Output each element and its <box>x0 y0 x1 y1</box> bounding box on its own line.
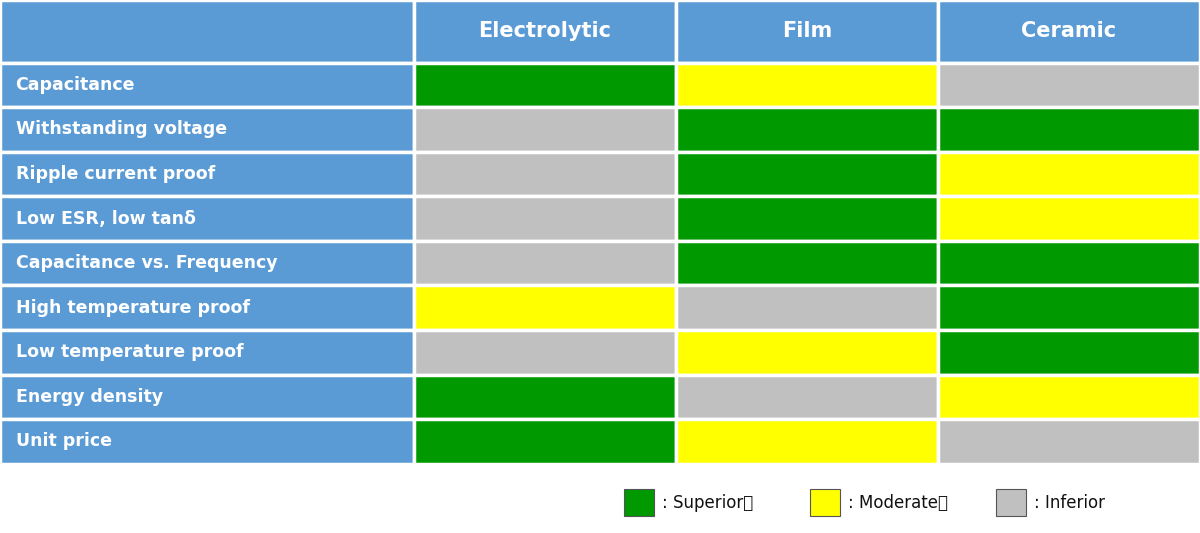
Bar <box>676 152 938 196</box>
Text: Energy density: Energy density <box>16 388 163 406</box>
Bar <box>0 241 414 286</box>
Bar <box>414 196 676 241</box>
Bar <box>676 375 938 419</box>
Bar <box>810 489 840 516</box>
Text: Low temperature proof: Low temperature proof <box>16 343 244 361</box>
Bar <box>676 196 938 241</box>
Text: Unit price: Unit price <box>16 432 112 450</box>
Bar <box>676 330 938 375</box>
Bar <box>938 375 1200 419</box>
Bar <box>414 375 676 419</box>
Text: Low ESR, low tanδ: Low ESR, low tanδ <box>16 209 196 228</box>
Bar <box>938 286 1200 330</box>
Bar <box>0 62 414 107</box>
Text: Ripple current proof: Ripple current proof <box>16 165 215 183</box>
Bar <box>938 0 1200 62</box>
Bar <box>624 489 654 516</box>
Bar <box>938 419 1200 464</box>
Text: Capacitance: Capacitance <box>16 76 136 94</box>
Bar <box>676 419 938 464</box>
Bar <box>414 107 676 152</box>
Bar <box>414 152 676 196</box>
Bar <box>938 241 1200 286</box>
Bar <box>938 196 1200 241</box>
Text: Ceramic: Ceramic <box>1021 21 1116 41</box>
Bar <box>0 375 414 419</box>
Bar <box>676 0 938 62</box>
Text: Electrolytic: Electrolytic <box>479 21 612 41</box>
Bar <box>0 196 414 241</box>
Bar <box>938 107 1200 152</box>
Text: Capacitance vs. Frequency: Capacitance vs. Frequency <box>16 254 277 272</box>
Text: : Moderate、: : Moderate、 <box>848 494 948 512</box>
Bar <box>0 419 414 464</box>
Bar <box>938 330 1200 375</box>
Bar <box>414 419 676 464</box>
Text: : Inferior: : Inferior <box>1034 494 1105 512</box>
Bar <box>0 286 414 330</box>
Text: Withstanding voltage: Withstanding voltage <box>16 120 227 139</box>
Text: Film: Film <box>782 21 832 41</box>
Bar <box>414 286 676 330</box>
Bar <box>0 107 414 152</box>
Bar <box>938 62 1200 107</box>
Bar <box>676 62 938 107</box>
Bar <box>938 152 1200 196</box>
Bar <box>0 330 414 375</box>
Bar <box>996 489 1026 516</box>
Text: : Superior、: : Superior、 <box>662 494 754 512</box>
Bar <box>676 107 938 152</box>
Bar <box>414 330 676 375</box>
Bar <box>676 241 938 286</box>
Bar <box>414 241 676 286</box>
Bar <box>414 0 676 62</box>
Text: High temperature proof: High temperature proof <box>16 298 250 317</box>
Bar <box>414 62 676 107</box>
Bar <box>0 152 414 196</box>
Bar <box>676 286 938 330</box>
Bar <box>0 0 414 62</box>
